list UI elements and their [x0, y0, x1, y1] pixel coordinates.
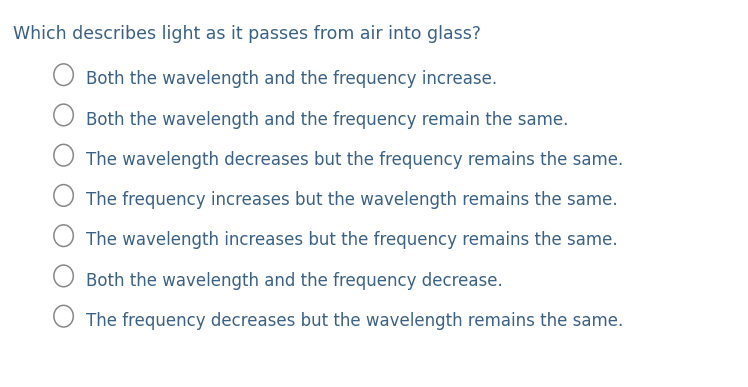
Text: Both the wavelength and the frequency decrease.: Both the wavelength and the frequency de… [86, 272, 503, 289]
Text: The wavelength decreases but the frequency remains the same.: The wavelength decreases but the frequen… [86, 151, 623, 169]
Text: Both the wavelength and the frequency remain the same.: Both the wavelength and the frequency re… [86, 111, 568, 128]
Text: Which describes light as it passes from air into glass?: Which describes light as it passes from … [13, 25, 482, 43]
Text: The frequency increases but the wavelength remains the same.: The frequency increases but the waveleng… [86, 191, 618, 209]
Text: Both the wavelength and the frequency increase.: Both the wavelength and the frequency in… [86, 70, 497, 88]
Text: The wavelength increases but the frequency remains the same.: The wavelength increases but the frequen… [86, 231, 618, 249]
Text: The frequency decreases but the wavelength remains the same.: The frequency decreases but the waveleng… [86, 312, 623, 330]
